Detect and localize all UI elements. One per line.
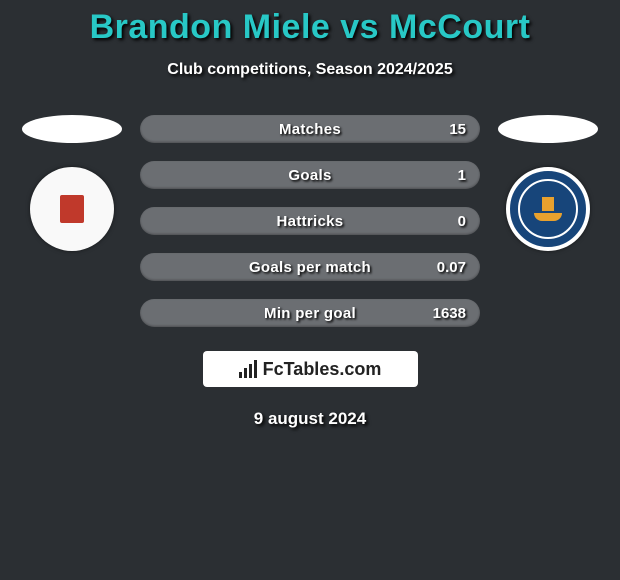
stat-right-value: 1 [458, 167, 466, 184]
stat-row: Min per goal 1638 [140, 299, 480, 327]
stat-label: Matches [279, 121, 341, 138]
stat-row: Goals 1 [140, 161, 480, 189]
stat-right-value: 15 [449, 121, 466, 138]
left-club-crest-icon [30, 167, 114, 251]
date-label: 9 august 2024 [0, 409, 620, 429]
stat-right-value: 0.07 [437, 259, 466, 276]
stat-right-value: 0 [458, 213, 466, 230]
stat-row: Hattricks 0 [140, 207, 480, 235]
logo-text: FcTables.com [263, 359, 382, 380]
right-player-col [498, 115, 598, 251]
right-club-crest-icon [506, 167, 590, 251]
left-player-oval [22, 115, 122, 143]
fctables-logo: FcTables.com [203, 351, 418, 387]
right-player-oval [498, 115, 598, 143]
stats-table: Matches 15 Goals 1 Hattricks 0 Goals per… [140, 115, 480, 327]
bar-chart-icon [239, 360, 257, 378]
stat-label: Goals [288, 167, 331, 184]
stat-right-value: 1638 [433, 305, 466, 322]
left-player-col [22, 115, 122, 251]
stat-label: Hattricks [277, 213, 344, 230]
comparison-row: Matches 15 Goals 1 Hattricks 0 Goals per… [0, 115, 620, 327]
stat-row: Matches 15 [140, 115, 480, 143]
stat-row: Goals per match 0.07 [140, 253, 480, 281]
subtitle: Club competitions, Season 2024/2025 [0, 61, 620, 79]
page-title: Brandon Miele vs McCourt [0, 0, 620, 47]
stat-label: Goals per match [249, 259, 371, 276]
stat-label: Min per goal [264, 305, 356, 322]
